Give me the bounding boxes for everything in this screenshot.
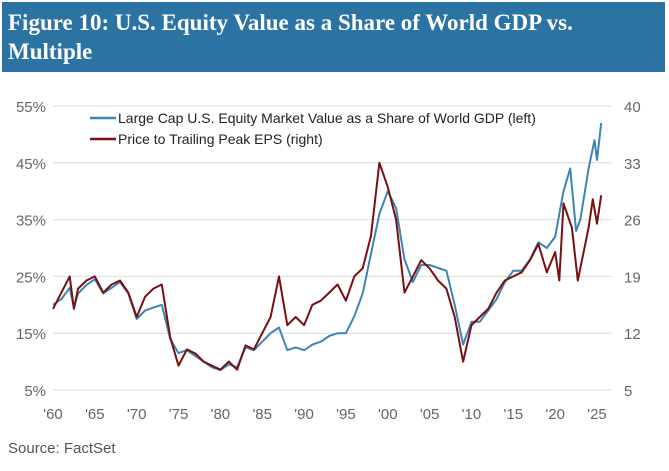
chart-title: Figure 10: U.S. Equity Value as a Share … <box>2 2 665 72</box>
x-tick-label: '80 <box>211 406 231 423</box>
x-tick-label: '05 <box>420 406 440 423</box>
line-chart: 55% 45% 35% 25% 15% 5% 40 33 26 19 12 5 '60 '65 '70 '75… <box>16 99 641 423</box>
legend-label: Price to Trailing Peak EPS (right) <box>118 131 323 147</box>
x-tick-label: '75 <box>169 406 189 423</box>
x-tick-label: '10 <box>462 406 482 423</box>
left-tick-label: 25% <box>16 269 46 286</box>
x-tick-label: '95 <box>336 406 356 423</box>
x-tick-label: '90 <box>294 406 314 423</box>
right-tick-label: 12 <box>624 326 641 343</box>
source-note: Source: FactSet <box>8 440 116 457</box>
x-tick-label: '60 <box>43 406 63 423</box>
left-tick-label: 45% <box>16 156 46 173</box>
x-tick-label: '00 <box>378 406 398 423</box>
x-tick-label: '85 <box>252 406 272 423</box>
right-tick-label: 5 <box>624 383 632 400</box>
left-tick-label: 55% <box>16 99 46 116</box>
right-tick-label: 40 <box>624 99 641 116</box>
right-tick-label: 33 <box>624 156 641 173</box>
x-tick-label: '20 <box>545 406 565 423</box>
x-tick-label: '70 <box>127 406 147 423</box>
right-tick-label: 19 <box>624 269 641 286</box>
x-tick-label: '65 <box>85 406 105 423</box>
series-line-2 <box>52 161 603 371</box>
left-tick-label: 5% <box>24 383 46 400</box>
x-tick-label: '15 <box>504 406 524 423</box>
left-tick-label: 15% <box>16 326 46 343</box>
x-tick-label: '25 <box>587 406 607 423</box>
legend-label: Large Cap U.S. Equity Market Value as a … <box>118 110 536 126</box>
right-tick-label: 26 <box>624 213 641 230</box>
left-tick-label: 35% <box>16 213 46 230</box>
